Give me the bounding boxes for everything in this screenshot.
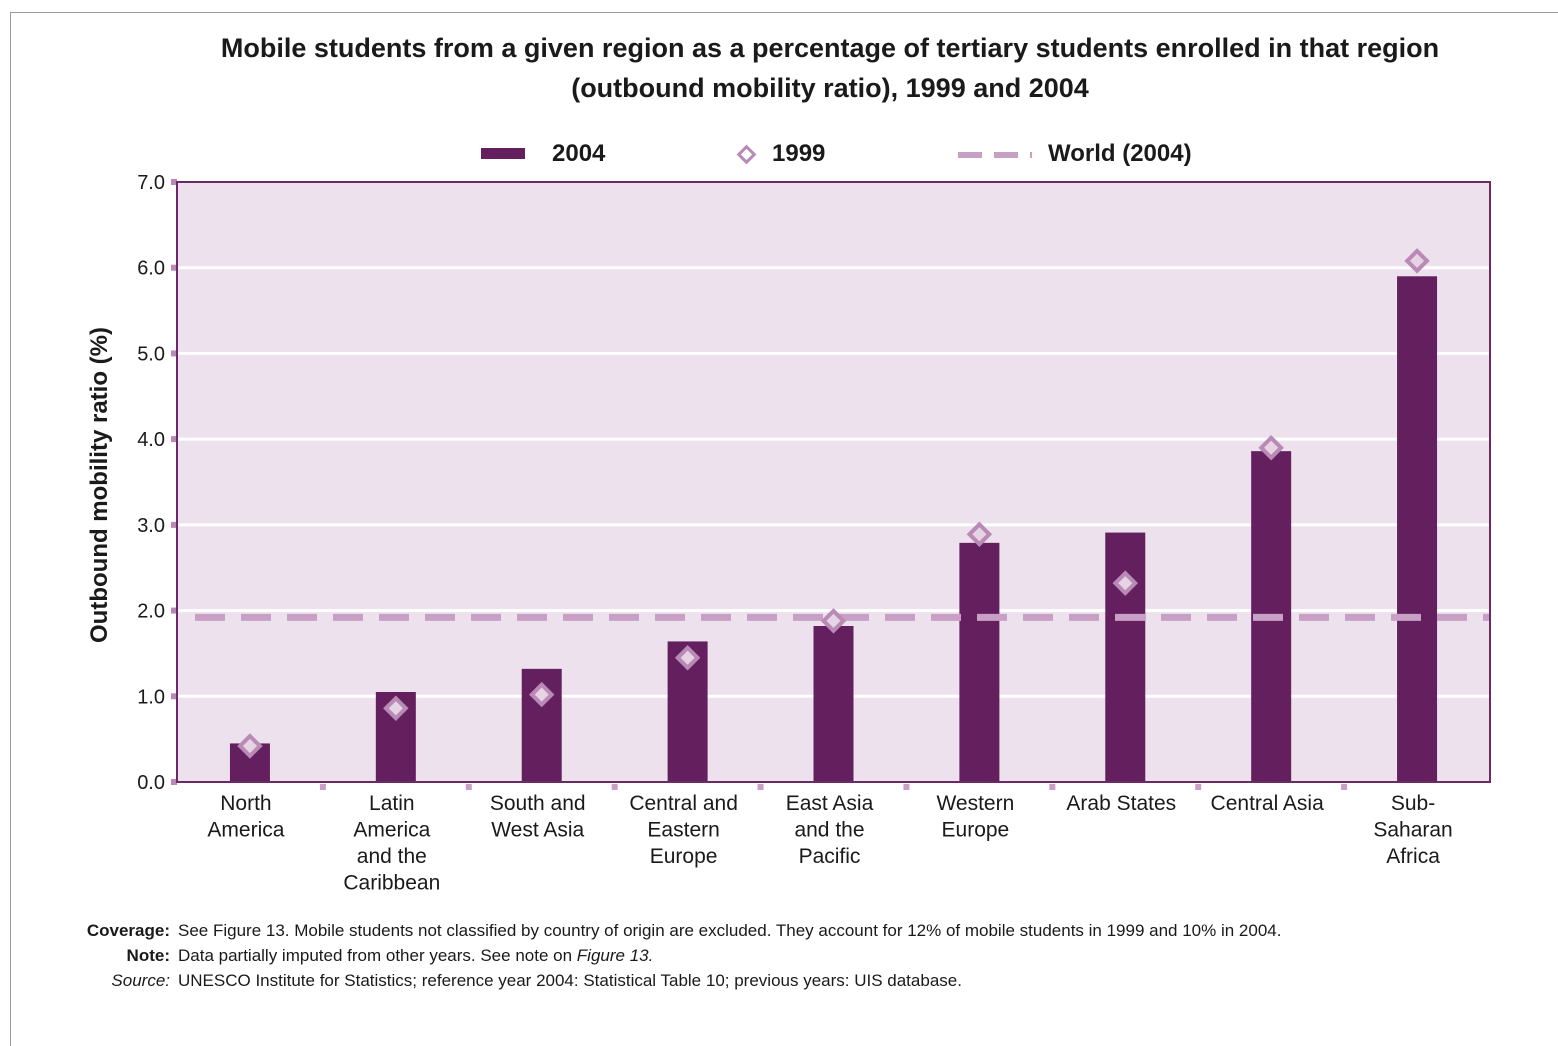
y-tick-label-1: 1.0 (137, 686, 165, 708)
x-category-label-line: and the (794, 819, 864, 842)
plot-border (176, 181, 1491, 783)
y-tick-mark-5 (171, 350, 177, 357)
x-category-label-line: Saharan (1373, 819, 1452, 842)
x-category-label-line: Pacific (799, 845, 861, 868)
bar-2004-5 (959, 542, 1000, 782)
x-separator-tick-4 (757, 784, 764, 790)
x-category-label-line: America (207, 819, 284, 842)
chart-title-line-2: (outbound mobility ratio), 1999 and 2004 (571, 73, 1089, 103)
x-separator-tick-3 (611, 784, 618, 790)
x-separator-tick-5 (903, 784, 910, 790)
legend-swatch-2004 (481, 148, 525, 159)
legend-label-world: World (2004) (1048, 140, 1192, 167)
note-row: Note: Data partially imputed from other y… (80, 943, 1281, 968)
note-figure-ref: Figure 13. (576, 946, 654, 965)
x-category-label-5: Western Europe (936, 792, 1014, 842)
x-category-label-2: South and West Asia (490, 792, 586, 842)
source-text: UNESCO Institute for Statistics; referen… (178, 971, 962, 990)
legend-label-1999: 1999 (772, 140, 825, 167)
y-tick-mark-6 (171, 264, 177, 271)
x-separator-tick-6 (1049, 784, 1056, 790)
x-category-label-line: Arab States (1066, 792, 1176, 815)
frame-top-border (10, 12, 1558, 13)
y-tick-label-0: 0.0 (137, 772, 165, 794)
x-separator-tick-8 (1341, 784, 1348, 790)
x-separator-tick-1 (319, 784, 326, 790)
marker-1999-3 (674, 644, 701, 671)
y-tick-label-3: 3.0 (137, 515, 165, 537)
x-category-label-4: East Asia and the Pacific (786, 792, 874, 868)
y-tick-mark-7 (171, 179, 177, 185)
x-category-label-line: Central and (629, 792, 738, 815)
y-axis-label: Outbound mobility ratio (%) (86, 327, 113, 643)
x-category-label-line: Central Asia (1211, 792, 1325, 815)
x-category-label-line: Caribbean (343, 872, 440, 895)
chart-title-line-1: Mobile students from a given region as a… (220, 33, 1440, 63)
marker-1999-0 (237, 733, 263, 759)
x-category-label-line: Europe (650, 845, 718, 868)
legend-swatch-1999 (736, 144, 757, 165)
source-label: Source: (111, 971, 170, 990)
x-category-label-0: North America (207, 792, 284, 842)
x-category-label-7: Central Asia (1211, 792, 1325, 815)
x-category-label-6: Arab States (1066, 792, 1176, 815)
coverage-note: Coverage: See Figure 13. Mobile students … (80, 918, 1282, 943)
y-tick-mark-4 (171, 436, 177, 443)
x-category-label-line: and the (357, 845, 427, 868)
x-category-label-line: Africa (1386, 845, 1440, 868)
bar-2004-4 (813, 626, 854, 782)
note-label: Note: (126, 946, 170, 965)
x-category-label-line: South and (490, 792, 586, 815)
x-category-label-1: Latin America and the Caribbean (343, 792, 440, 895)
bar-2004-6 (1105, 532, 1146, 782)
chart-title: Mobile students from a given region as a… (180, 28, 1480, 108)
marker-1999-1 (383, 695, 409, 722)
coverage-label: Coverage: (86, 921, 170, 940)
x-category-label-line: America (353, 819, 430, 842)
coverage-text: See Figure 13. Mobile students not class… (178, 921, 1282, 940)
y-tick-mark-2 (171, 607, 177, 614)
x-category-label-line: Europe (942, 819, 1010, 842)
x-separator-tick-7 (1195, 784, 1202, 790)
y-tick-label-2: 2.0 (137, 601, 165, 623)
legend: 2004 1999 World (2004) (481, 140, 1192, 167)
marker-1999-6 (1112, 570, 1139, 596)
marker-1999-8 (1404, 248, 1430, 274)
bar-2004-8 (1397, 276, 1438, 782)
x-category-label-line: Eastern (647, 819, 719, 842)
x-category-label-8: Sub- Saharan Africa (1373, 792, 1452, 868)
x-category-label-line: West Asia (491, 819, 584, 842)
legend-label-2004: 2004 (552, 140, 606, 167)
x-category-label-line: Latin (369, 792, 415, 815)
source-note: Source: UNESCO Institute for Statistics; … (80, 968, 1281, 993)
note-text: Data partially imputed from other years.… (178, 946, 573, 965)
marker-1999-5 (966, 521, 993, 548)
y-tick-label-7: 7.0 (137, 172, 165, 194)
y-tick-mark-0 (171, 779, 177, 785)
y-tick-mark-1 (171, 693, 177, 700)
y-tick-mark-3 (171, 521, 177, 528)
marker-1999-4 (820, 608, 847, 634)
y-tick-label-4: 4.0 (137, 429, 165, 451)
marker-1999-7 (1258, 434, 1284, 461)
x-category-label-line: North (220, 792, 271, 815)
x-category-label-3: Central and Eastern Europe (629, 792, 738, 868)
x-category-label-line: Sub- (1391, 792, 1435, 815)
x-separator-tick-2 (465, 784, 472, 790)
y-tick-label-5: 5.0 (137, 343, 165, 365)
frame-left-border (10, 12, 11, 1046)
marker-1999-2 (528, 681, 555, 708)
x-category-label-line: Western (936, 792, 1014, 815)
x-category-label-line: East Asia (786, 792, 874, 815)
y-tick-label-6: 6.0 (137, 258, 165, 280)
footnotes: Coverage: See Figure 13. Mobile students … (80, 918, 1282, 993)
